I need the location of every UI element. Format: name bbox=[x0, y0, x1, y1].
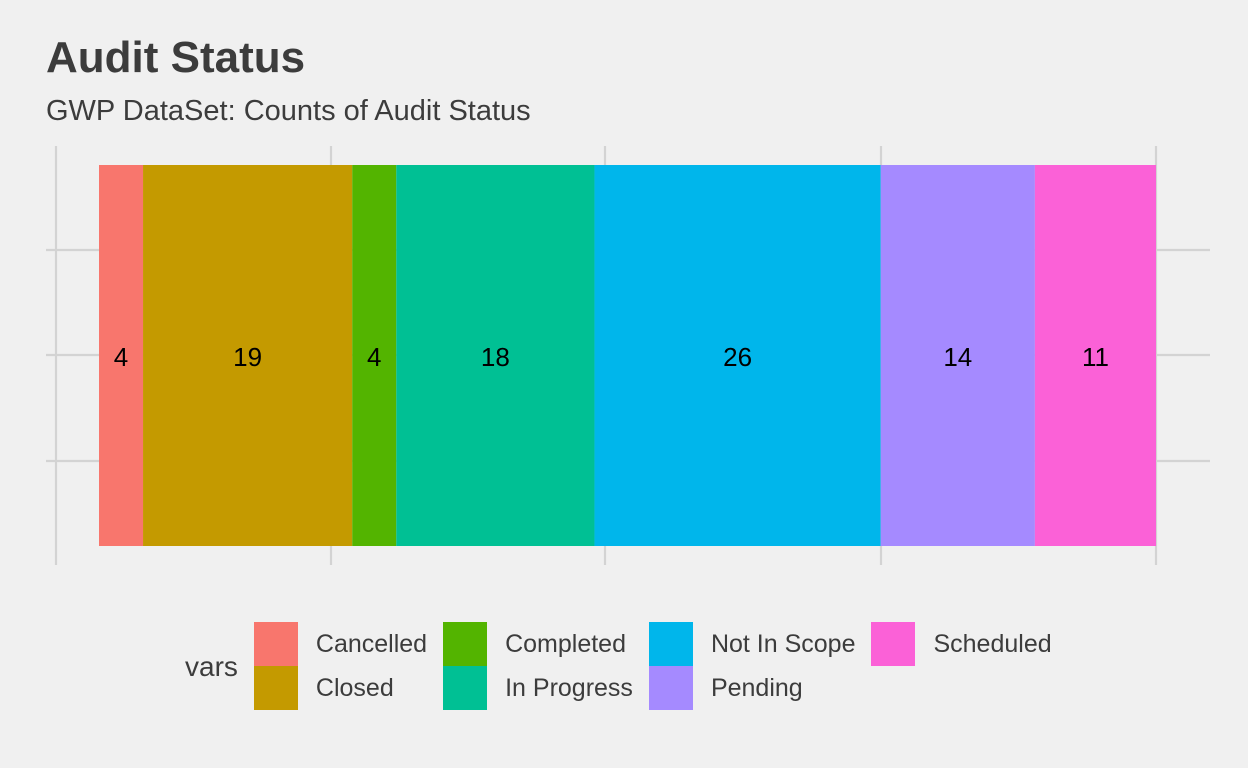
data-label-cancelled: 4 bbox=[114, 342, 128, 372]
legend-key-cancelled bbox=[253, 622, 298, 666]
stacked-bar bbox=[99, 165, 1156, 546]
legend-items: Cancelled Closed Completed In Progress Not I… bbox=[253, 622, 1052, 712]
legend-key-pending bbox=[648, 666, 693, 710]
plot-area: 4 19 4 18 26 14 11 bbox=[46, 146, 1210, 565]
data-label-pending: 14 bbox=[943, 342, 972, 372]
legend-label-cancelled: Cancelled bbox=[315, 629, 428, 658]
legend-item-pending: Pending bbox=[648, 666, 856, 710]
legend-key-scheduled bbox=[871, 622, 916, 666]
legend-item-not-in-scope: Not In Scope bbox=[648, 622, 856, 666]
bar-segment-scheduled bbox=[1034, 165, 1156, 546]
legend-key-closed bbox=[253, 666, 298, 710]
data-label-scheduled: 11 bbox=[1082, 342, 1109, 372]
data-label-closed: 19 bbox=[233, 342, 262, 372]
chart-title: Audit Status bbox=[46, 33, 306, 82]
legend-label-pending: Pending bbox=[710, 673, 803, 702]
bar-segment-not-in-scope bbox=[594, 165, 881, 546]
data-label-in-progress: 18 bbox=[481, 342, 510, 372]
bar-segment-cancelled bbox=[99, 165, 144, 546]
legend-label-completed: Completed bbox=[505, 629, 626, 658]
legend-item-completed: Completed bbox=[443, 622, 633, 666]
legend: vars Cancelled Closed Completed In Progress… bbox=[185, 622, 1052, 712]
bar-segment-completed bbox=[352, 165, 397, 546]
data-label-not-in-scope: 26 bbox=[723, 342, 752, 372]
legend-label-in-progress: In Progress bbox=[505, 673, 633, 702]
legend-key-in-progress bbox=[443, 666, 488, 710]
legend-item-scheduled: Scheduled bbox=[871, 622, 1052, 666]
bar-segment-closed bbox=[143, 165, 353, 546]
data-label-completed: 4 bbox=[367, 342, 381, 372]
legend-label-closed: Closed bbox=[315, 673, 394, 702]
legend-item-in-progress: In Progress bbox=[443, 666, 633, 710]
segment-labels: 4 19 4 18 26 14 11 bbox=[114, 342, 1109, 372]
legend-item-cancelled: Cancelled bbox=[253, 622, 428, 666]
bar-segment-pending bbox=[880, 165, 1035, 546]
bar-segment-in-progress bbox=[396, 165, 595, 546]
legend-key-completed bbox=[443, 622, 488, 666]
chart-subtitle: GWP DataSet: Counts of Audit Status bbox=[46, 95, 531, 127]
legend-label-not-in-scope: Not In Scope bbox=[710, 629, 856, 658]
legend-label-scheduled: Scheduled bbox=[933, 629, 1052, 658]
legend-key-not-in-scope bbox=[648, 622, 693, 666]
legend-item-closed: Closed bbox=[253, 666, 427, 710]
legend-title: vars bbox=[185, 651, 238, 682]
